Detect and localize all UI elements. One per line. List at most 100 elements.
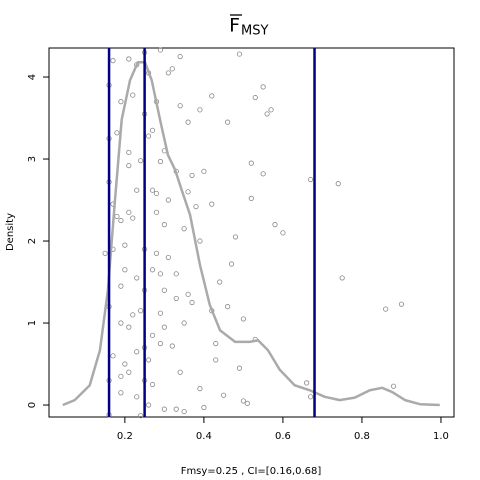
data-point <box>122 361 128 367</box>
data-point <box>232 234 239 240</box>
data-point <box>110 58 116 64</box>
data-point <box>264 111 270 117</box>
data-point <box>153 190 160 197</box>
data-point <box>118 390 124 396</box>
data-point <box>177 53 183 60</box>
data-point <box>307 176 314 183</box>
data-point <box>173 295 179 302</box>
data-point <box>145 133 152 139</box>
data-point <box>173 271 179 277</box>
data-point <box>339 275 345 281</box>
data-point <box>102 250 108 256</box>
data-point <box>383 306 389 312</box>
data-point <box>126 56 132 62</box>
data-point <box>138 308 144 314</box>
density-curve <box>62 61 440 407</box>
data-point <box>126 369 132 375</box>
data-point <box>177 369 183 375</box>
data-point <box>185 119 191 125</box>
data-point <box>260 84 266 90</box>
data-point <box>201 168 207 174</box>
x-tick-label: 1.0 <box>433 431 449 442</box>
data-point <box>201 404 207 411</box>
data-point <box>224 119 231 125</box>
data-point <box>138 413 144 419</box>
data-point <box>189 299 195 306</box>
data-point <box>145 357 152 363</box>
data-point <box>138 158 144 164</box>
data-point <box>177 103 183 109</box>
chart-title: F <box>229 15 240 37</box>
data-point <box>149 267 156 273</box>
data-point <box>224 304 231 310</box>
data-point <box>110 353 116 359</box>
data-point <box>236 365 243 371</box>
data-point <box>114 213 120 220</box>
data-point <box>240 398 246 404</box>
data-point <box>181 226 187 232</box>
data-point <box>252 94 258 101</box>
x-tick-label: 0.2 <box>117 431 133 442</box>
data-point <box>185 189 191 195</box>
data-point <box>118 373 124 379</box>
data-point <box>209 201 215 207</box>
data-point <box>197 386 203 392</box>
chart-title-subscript: MSY <box>241 24 268 39</box>
plot-frame <box>48 47 455 418</box>
data-point <box>153 209 160 215</box>
data-point <box>161 406 167 412</box>
data-point <box>169 66 175 72</box>
data-point <box>161 324 167 330</box>
data-point <box>213 340 219 347</box>
y-tick-label: 0 <box>27 402 38 408</box>
data-point <box>122 267 128 273</box>
data-point <box>165 197 171 203</box>
data-point <box>157 47 164 53</box>
data-point <box>165 70 171 76</box>
data-point <box>126 149 132 156</box>
data-point <box>153 250 160 256</box>
data-point <box>134 394 140 400</box>
data-point <box>248 160 254 166</box>
x-tick-label: 0.8 <box>354 431 370 442</box>
data-point <box>240 316 246 322</box>
data-point <box>126 324 132 330</box>
data-point <box>209 93 215 99</box>
data-point <box>307 394 314 400</box>
data-point <box>185 291 191 297</box>
data-point <box>165 254 171 261</box>
y-tick-label: 1 <box>27 320 38 326</box>
data-point <box>149 332 156 338</box>
data-point <box>181 408 187 415</box>
x-axis-label: Fmsy=0.25 , CI=[0.16,0.68] <box>181 466 322 477</box>
data-point <box>134 275 140 281</box>
data-point <box>197 238 203 244</box>
data-point <box>169 343 175 349</box>
data-point <box>268 107 274 113</box>
data-point <box>114 130 120 136</box>
data-point <box>145 402 152 408</box>
data-point <box>134 187 140 193</box>
data-point <box>335 181 341 187</box>
data-point <box>157 310 164 316</box>
data-point <box>130 312 136 318</box>
data-point <box>398 301 405 307</box>
data-point <box>122 242 128 248</box>
data-point <box>126 209 132 215</box>
data-point <box>260 171 266 177</box>
data-point <box>181 320 187 326</box>
data-point <box>149 127 156 133</box>
data-point <box>134 349 140 355</box>
data-point <box>161 222 167 228</box>
data-point <box>118 217 124 224</box>
data-point <box>173 406 179 412</box>
data-point <box>390 383 397 389</box>
data-point <box>248 195 254 201</box>
data-point <box>280 230 286 236</box>
data-point <box>126 162 132 169</box>
data-point <box>118 320 124 326</box>
data-point <box>149 381 156 388</box>
data-point <box>217 279 223 285</box>
data-point <box>197 107 203 113</box>
